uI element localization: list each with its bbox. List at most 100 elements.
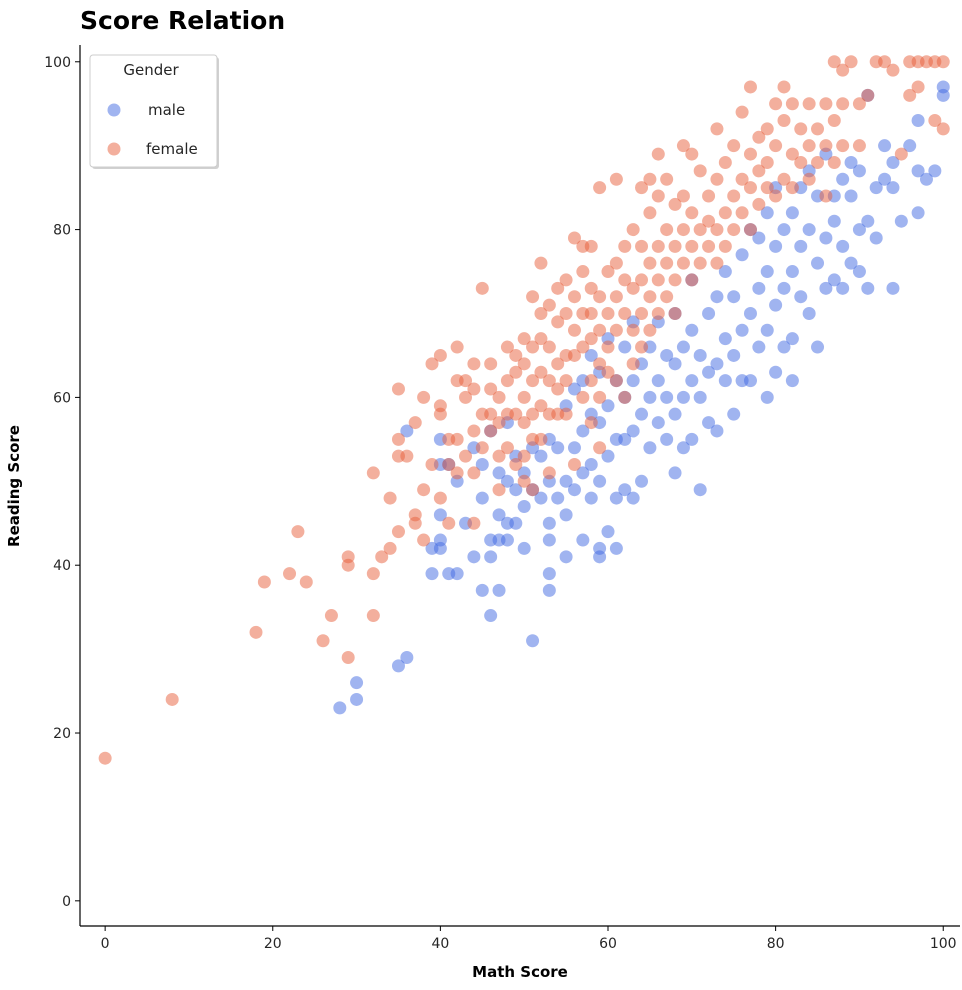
- x-tick-label: 40: [431, 936, 449, 952]
- point-male: [760, 390, 774, 404]
- point-female: [526, 290, 540, 304]
- point-male: [551, 491, 565, 505]
- point-female: [643, 290, 657, 304]
- point-male: [702, 416, 716, 430]
- point-female: [576, 390, 590, 404]
- point-male: [727, 407, 741, 421]
- point-male: [584, 491, 598, 505]
- point-female: [811, 122, 825, 136]
- point-female: [383, 541, 397, 555]
- point-female: [878, 55, 892, 69]
- point-male: [710, 357, 724, 371]
- point-female: [685, 273, 699, 287]
- x-tick-label: 0: [101, 936, 110, 952]
- point-female: [827, 114, 841, 128]
- point-female: [341, 550, 355, 564]
- point-female: [651, 147, 665, 161]
- legend-box: [89, 54, 218, 168]
- point-female: [735, 206, 749, 220]
- point-female: [500, 374, 514, 388]
- point-male: [542, 583, 556, 597]
- x-ticks: 0 20 40 60 80 100: [101, 926, 957, 952]
- point-female: [576, 340, 590, 354]
- point-male: [350, 692, 364, 706]
- point-male: [685, 323, 699, 337]
- legend: Gender male female: [89, 54, 219, 169]
- point-female: [685, 239, 699, 253]
- point-female: [517, 416, 531, 430]
- point-male: [886, 155, 900, 169]
- point-female: [484, 424, 498, 438]
- legend-marker-male: [107, 103, 121, 117]
- point-female: [467, 516, 481, 530]
- point-male: [844, 256, 858, 270]
- point-female: [635, 239, 649, 253]
- point-female: [316, 634, 330, 648]
- legend-label-female: female: [146, 140, 198, 158]
- point-male: [710, 424, 724, 438]
- point-female: [903, 88, 917, 102]
- point-female: [626, 281, 640, 295]
- point-male: [852, 265, 866, 279]
- point-female: [618, 390, 632, 404]
- y-tick-label: 40: [53, 558, 71, 574]
- point-male: [668, 466, 682, 480]
- point-female: [526, 374, 540, 388]
- point-male: [660, 348, 674, 362]
- point-female: [517, 390, 531, 404]
- point-male: [567, 382, 581, 396]
- point-female: [785, 181, 799, 195]
- point-male: [743, 306, 757, 320]
- point-male: [819, 231, 833, 245]
- point-male: [702, 365, 716, 379]
- point-male: [861, 281, 875, 295]
- point-female: [618, 306, 632, 320]
- point-male: [886, 281, 900, 295]
- point-female: [509, 407, 523, 421]
- point-male: [618, 340, 632, 354]
- point-female: [408, 416, 422, 430]
- point-male: [718, 374, 732, 388]
- point-male: [676, 390, 690, 404]
- point-male: [526, 634, 540, 648]
- point-female: [509, 348, 523, 362]
- point-female: [626, 223, 640, 237]
- point-female: [735, 172, 749, 186]
- point-female: [785, 97, 799, 111]
- point-male: [660, 390, 674, 404]
- point-female: [702, 189, 716, 203]
- x-tick-label: 100: [930, 936, 957, 952]
- point-male: [794, 239, 808, 253]
- point-male: [492, 583, 506, 597]
- point-female: [249, 625, 263, 639]
- point-female: [676, 139, 690, 153]
- point-female: [601, 340, 615, 354]
- point-female: [643, 172, 657, 186]
- point-female: [517, 474, 531, 488]
- point-female: [593, 181, 607, 195]
- point-female: [576, 265, 590, 279]
- point-male: [618, 432, 632, 446]
- point-female: [559, 407, 573, 421]
- point-male: [718, 265, 732, 279]
- point-male: [878, 172, 892, 186]
- point-female: [727, 189, 741, 203]
- point-female: [852, 139, 866, 153]
- point-female: [819, 139, 833, 153]
- point-female: [534, 332, 548, 346]
- point-female: [660, 256, 674, 270]
- point-male: [844, 189, 858, 203]
- point-female: [433, 491, 447, 505]
- point-female: [710, 122, 724, 136]
- point-female: [936, 122, 950, 136]
- point-male: [542, 567, 556, 581]
- point-male: [869, 181, 883, 195]
- y-tick-label: 80: [53, 223, 71, 239]
- point-female: [551, 281, 565, 295]
- point-female: [609, 323, 623, 337]
- point-male: [475, 583, 489, 597]
- point-female: [526, 407, 540, 421]
- point-female: [551, 357, 565, 371]
- point-female: [743, 80, 757, 94]
- point-female: [752, 130, 766, 144]
